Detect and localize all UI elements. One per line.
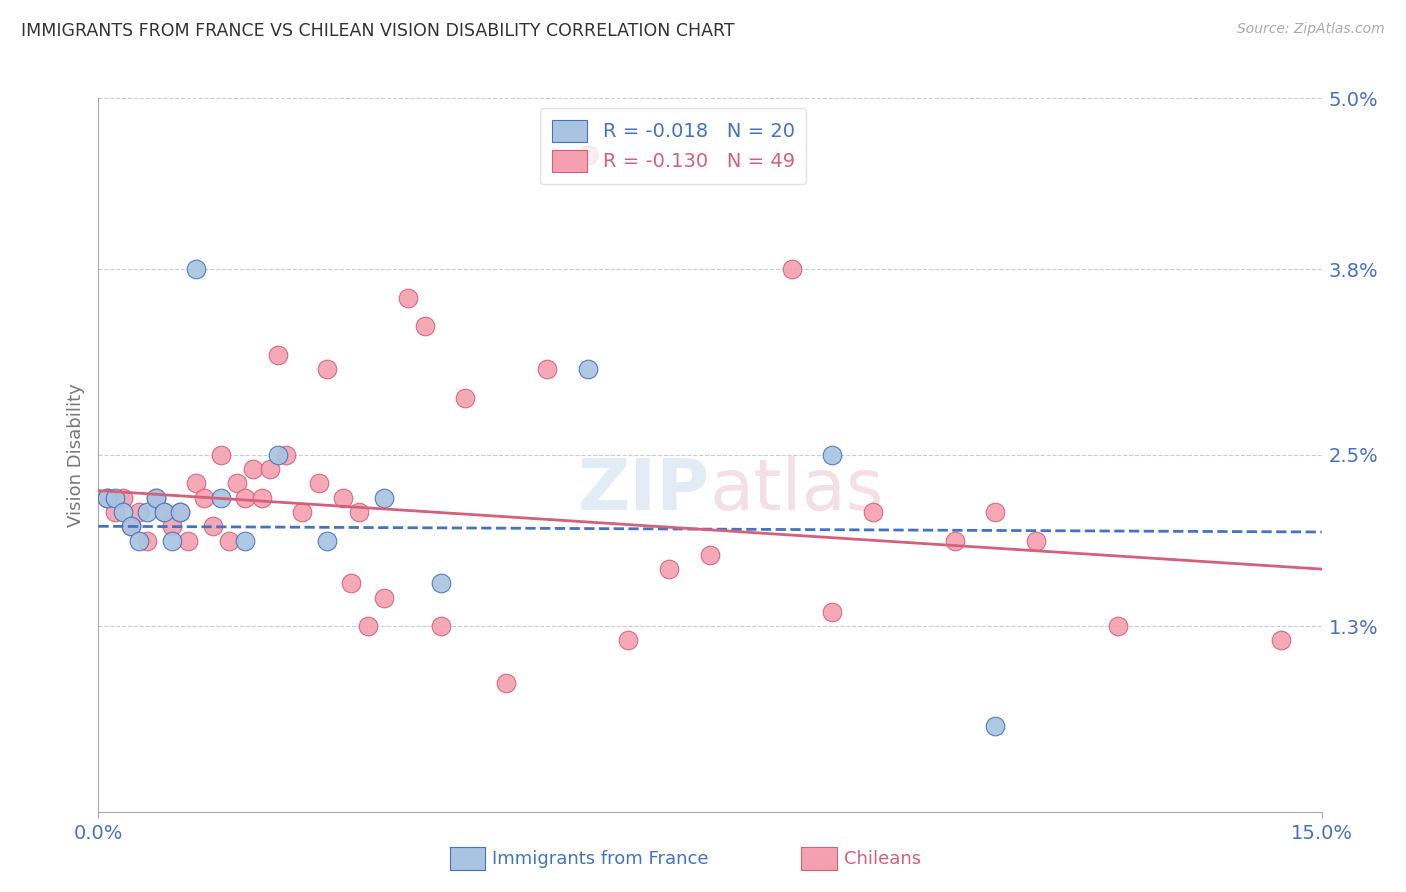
Text: Source: ZipAtlas.com: Source: ZipAtlas.com <box>1237 22 1385 37</box>
Point <box>780 262 803 277</box>
Point <box>340 576 363 591</box>
Point <box>136 505 159 519</box>
Point <box>201 519 224 533</box>
Point <box>111 491 134 505</box>
Point <box>152 505 174 519</box>
Point <box>943 533 966 548</box>
Point <box>104 491 127 505</box>
Text: IMMIGRANTS FROM FRANCE VS CHILEAN VISION DISABILITY CORRELATION CHART: IMMIGRANTS FROM FRANCE VS CHILEAN VISION… <box>21 22 735 40</box>
Point <box>242 462 264 476</box>
Point <box>128 533 150 548</box>
Point <box>160 519 183 533</box>
Point <box>1107 619 1129 633</box>
Point <box>373 491 395 505</box>
Point <box>821 448 844 462</box>
Point <box>267 448 290 462</box>
Point <box>104 505 127 519</box>
Point <box>821 605 844 619</box>
Y-axis label: Vision Disability: Vision Disability <box>66 383 84 527</box>
Point <box>120 519 142 533</box>
Point <box>332 491 354 505</box>
Point <box>96 491 118 505</box>
Text: Immigrants from France: Immigrants from France <box>492 850 709 868</box>
Point <box>152 505 174 519</box>
Point <box>128 505 150 519</box>
Point <box>1025 533 1047 548</box>
Point <box>984 505 1007 519</box>
Point <box>396 291 419 305</box>
Point <box>226 476 249 491</box>
Point <box>145 491 167 505</box>
Point <box>356 619 378 633</box>
Point <box>576 148 599 162</box>
Point <box>177 533 200 548</box>
Point <box>699 548 721 562</box>
Point <box>186 262 208 277</box>
Point <box>209 491 232 505</box>
Text: atlas: atlas <box>710 456 884 525</box>
Point <box>233 533 256 548</box>
Point <box>617 633 640 648</box>
Point <box>1270 633 1292 648</box>
Point <box>495 676 517 690</box>
Point <box>250 491 273 505</box>
Point <box>658 562 681 576</box>
Point <box>413 319 436 334</box>
Text: ZIP: ZIP <box>578 456 710 525</box>
Point <box>454 391 477 405</box>
Point <box>291 505 314 519</box>
Point <box>169 505 191 519</box>
Point <box>218 533 240 548</box>
Point <box>862 505 884 519</box>
Point <box>430 576 453 591</box>
Point <box>576 362 599 376</box>
Point <box>120 519 142 533</box>
Point <box>984 719 1007 733</box>
Point <box>315 533 337 548</box>
Point <box>536 362 558 376</box>
Point <box>169 505 191 519</box>
Text: Chileans: Chileans <box>844 850 921 868</box>
Point <box>267 348 290 362</box>
Point <box>274 448 297 462</box>
Point <box>373 591 395 605</box>
Point <box>209 448 232 462</box>
Point <box>145 491 167 505</box>
Point <box>96 491 118 505</box>
Point <box>111 505 134 519</box>
Legend: R = -0.018   N = 20, R = -0.130   N = 49: R = -0.018 N = 20, R = -0.130 N = 49 <box>540 108 806 184</box>
Point <box>160 533 183 548</box>
Point <box>349 505 371 519</box>
Point <box>430 619 453 633</box>
Point <box>186 476 208 491</box>
Point <box>193 491 215 505</box>
Point <box>259 462 281 476</box>
Point <box>308 476 330 491</box>
Point <box>315 362 337 376</box>
Point <box>233 491 256 505</box>
Point <box>136 533 159 548</box>
